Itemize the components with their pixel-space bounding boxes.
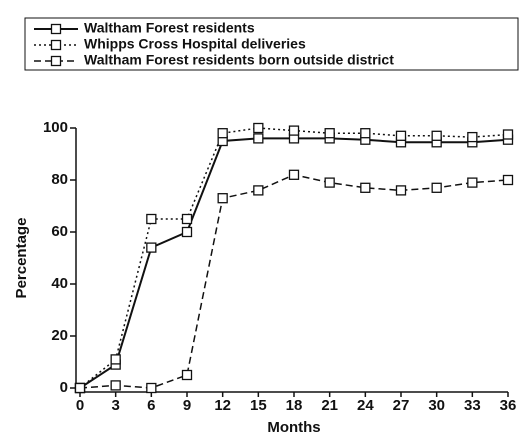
series-line bbox=[79, 174, 509, 389]
point-marker bbox=[502, 129, 514, 140]
point-marker bbox=[181, 226, 193, 238]
point-marker bbox=[360, 182, 371, 193]
point-marker bbox=[288, 169, 300, 180]
y-tick-label: 60 bbox=[51, 223, 68, 240]
point-marker bbox=[110, 354, 121, 365]
y-tick-label: 40 bbox=[51, 275, 68, 292]
point-marker bbox=[431, 182, 442, 193]
point-marker bbox=[288, 125, 300, 136]
x-tick-label: 9 bbox=[183, 397, 191, 414]
legend-box bbox=[24, 17, 519, 71]
point-marker bbox=[74, 382, 86, 394]
legend-label: Waltham Forest residents born outside di… bbox=[84, 52, 394, 68]
point-marker bbox=[324, 177, 335, 188]
point-marker bbox=[146, 213, 157, 225]
x-tick-label: 3 bbox=[111, 397, 119, 414]
point-marker bbox=[395, 185, 407, 196]
x-tick-label: 6 bbox=[147, 397, 155, 414]
point-marker bbox=[110, 380, 121, 391]
point-marker bbox=[181, 369, 193, 381]
x-tick-label: 30 bbox=[428, 397, 445, 414]
point-marker bbox=[253, 133, 264, 144]
legend-marker bbox=[50, 55, 62, 67]
point-marker bbox=[467, 131, 478, 143]
point-marker bbox=[502, 174, 514, 186]
x-tick-label: 0 bbox=[76, 397, 84, 414]
legend-marker bbox=[50, 23, 62, 35]
legend-label: Waltham Forest residents bbox=[84, 20, 255, 36]
point-marker bbox=[217, 193, 228, 204]
y-tick-label: 100 bbox=[43, 119, 68, 136]
point-marker bbox=[181, 213, 193, 225]
y-tick-label: 0 bbox=[60, 379, 68, 396]
point-marker bbox=[253, 185, 264, 196]
y-axis-label: Percentage bbox=[13, 218, 30, 299]
x-tick-label: 12 bbox=[214, 397, 231, 414]
point-marker bbox=[360, 128, 371, 139]
legend-marker bbox=[50, 39, 62, 51]
x-tick-label: 33 bbox=[464, 397, 481, 414]
point-marker bbox=[395, 130, 407, 141]
x-tick-label: 15 bbox=[250, 397, 267, 414]
point-marker bbox=[217, 128, 228, 139]
x-tick-label: 27 bbox=[393, 397, 410, 414]
point-marker bbox=[253, 122, 264, 134]
point-marker bbox=[146, 242, 157, 253]
point-marker bbox=[431, 130, 442, 141]
x-tick-label: 18 bbox=[286, 397, 303, 414]
series-line bbox=[79, 127, 509, 389]
point-marker bbox=[324, 128, 335, 139]
x-tick-label: 21 bbox=[321, 397, 338, 414]
x-tick-label: 36 bbox=[500, 397, 517, 414]
legend-label: Whipps Cross Hospital deliveries bbox=[84, 36, 306, 52]
y-tick-label: 20 bbox=[51, 327, 68, 344]
x-axis-label: Months bbox=[267, 419, 320, 436]
y-tick-label: 80 bbox=[51, 171, 68, 188]
x-tick-label: 24 bbox=[357, 397, 374, 414]
point-marker bbox=[146, 382, 157, 394]
point-marker bbox=[467, 177, 478, 188]
